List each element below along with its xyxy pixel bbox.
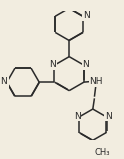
Text: N: N: [83, 11, 89, 20]
Text: N: N: [49, 60, 56, 69]
Text: N: N: [74, 112, 81, 121]
Text: N: N: [82, 60, 89, 69]
Text: N: N: [105, 112, 112, 121]
Text: N: N: [1, 77, 7, 86]
Text: NH: NH: [89, 77, 103, 86]
Text: CH₃: CH₃: [95, 148, 110, 157]
